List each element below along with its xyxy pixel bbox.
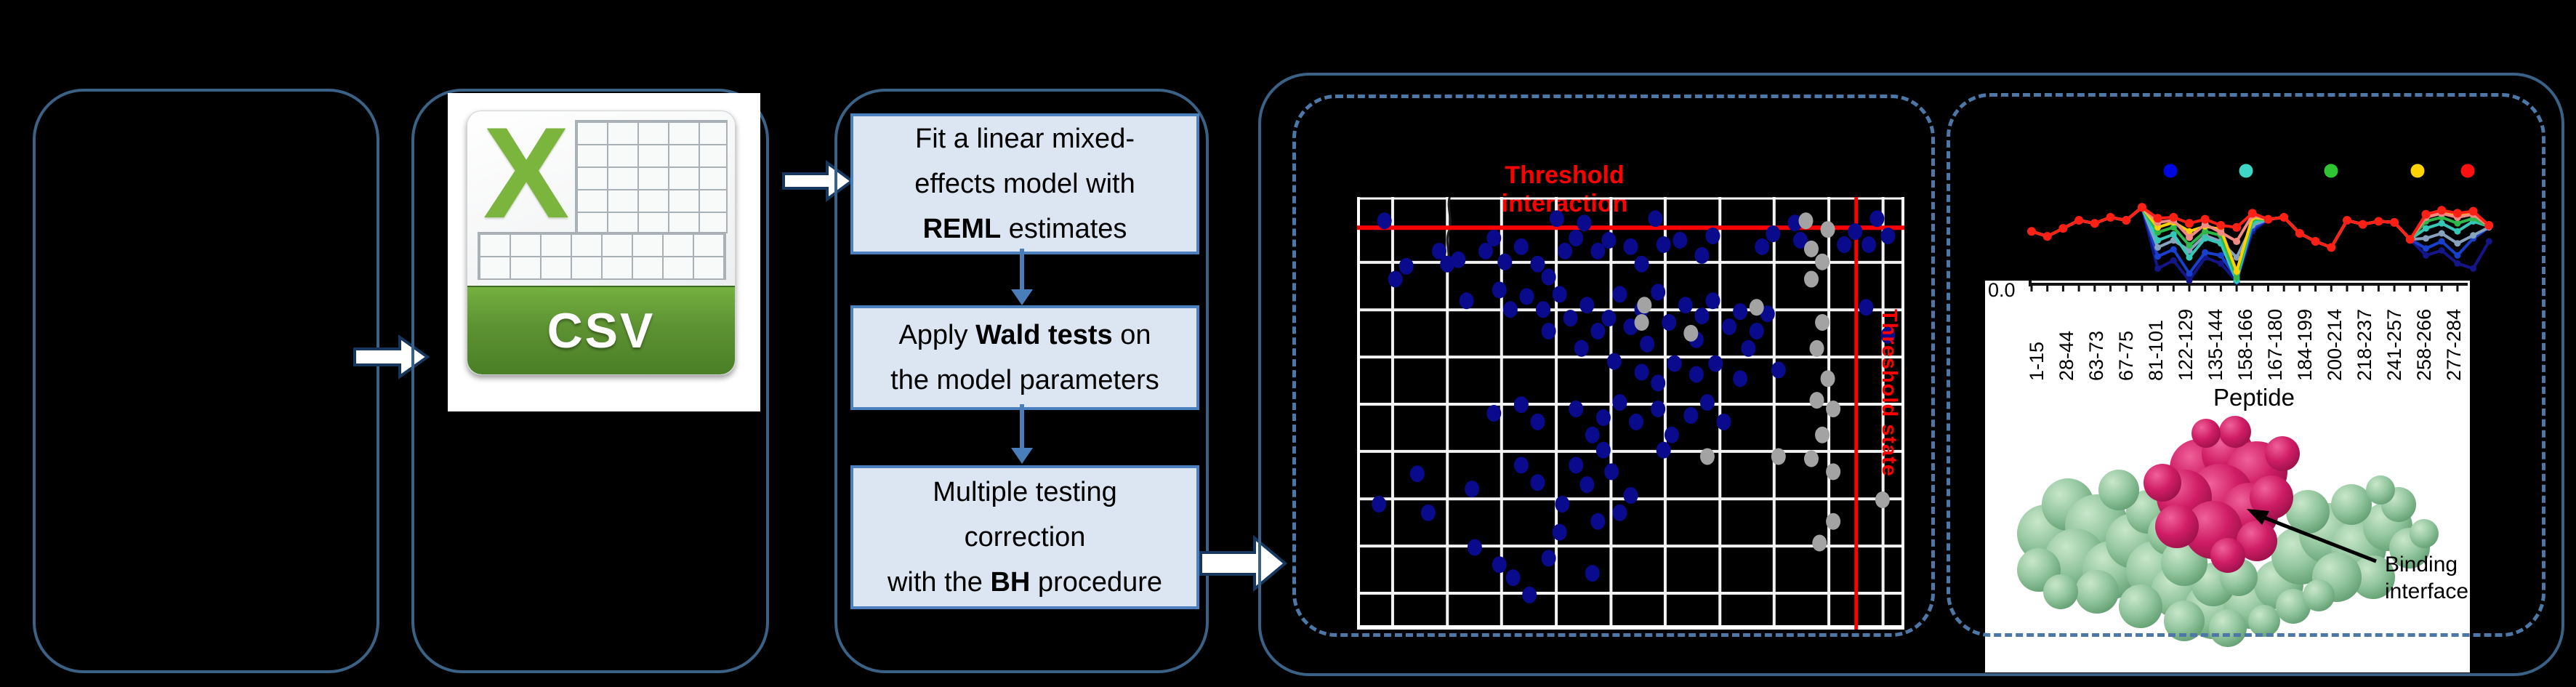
step-text: Apply <box>898 320 976 350</box>
peptide-figure-image: 0.0 1-15 28-44 63-73 67-75 81-101 122-129 135-… <box>1985 281 2470 672</box>
step-text-bold: REML <box>922 214 1002 244</box>
step-fit-lmm: Fit a linear mixed- effects model with R… <box>850 113 1199 254</box>
flow-arrow-head-icon <box>1011 448 1033 464</box>
y-axis-tick-label: 0.0 <box>1988 281 2016 301</box>
flow-arrow-line <box>1020 249 1024 291</box>
protein-structure-image <box>2017 416 2439 647</box>
x-axis <box>2029 281 2468 292</box>
panel-state-dashed <box>1947 93 2545 637</box>
binding-interface-label: Binding interface <box>2385 553 2469 603</box>
scatter-title: Threshold interaction <box>1501 161 1628 217</box>
timepoint-legend-dots <box>2163 164 2475 178</box>
panel-results-outer <box>1258 73 2564 676</box>
binding-annotation-line <box>2263 515 2377 563</box>
panel-csv-input <box>411 89 769 673</box>
excel-x-glyph: X <box>483 111 570 245</box>
step-text: Multiple testing correction with the <box>887 477 1117 598</box>
arrow-right-icon <box>1199 534 1288 592</box>
csv-banner-label: CSV <box>467 286 735 374</box>
threshold-state-label: Threshold state <box>1877 309 1901 477</box>
x-axis-title: Peptide <box>2213 384 2295 411</box>
flow-arrow-head-icon <box>1011 289 1033 305</box>
step-text-bold: BH <box>990 567 1031 598</box>
panel-input-empty <box>33 89 379 673</box>
step-text-bold: Wald tests <box>975 320 1113 350</box>
panel-statistics-flowchart <box>834 89 1209 673</box>
step-text: on the model parameters <box>890 320 1159 395</box>
step-wald-tests: Apply Wald tests on the model parameters <box>850 305 1199 410</box>
deuteration-line-chart <box>2027 203 2494 285</box>
step-text: procedure <box>1030 567 1163 598</box>
threshold-scatter-plot <box>1357 197 1904 630</box>
csv-file-image: X CSV <box>448 93 760 411</box>
step-text: estimates <box>1001 214 1127 244</box>
panel-interaction-dashed <box>1292 95 1935 637</box>
step-text: Fit a linear mixed- effects model with <box>914 124 1135 199</box>
spreadsheet-grid <box>478 232 726 280</box>
csv-file-icon: X CSV <box>467 111 736 375</box>
step-bh-correction: Multiple testing correction with the BH … <box>850 465 1199 609</box>
binding-annotation-arrowhead-icon <box>2247 509 2269 525</box>
spreadsheet-grid <box>575 120 728 233</box>
flow-arrow-line <box>1020 404 1024 449</box>
